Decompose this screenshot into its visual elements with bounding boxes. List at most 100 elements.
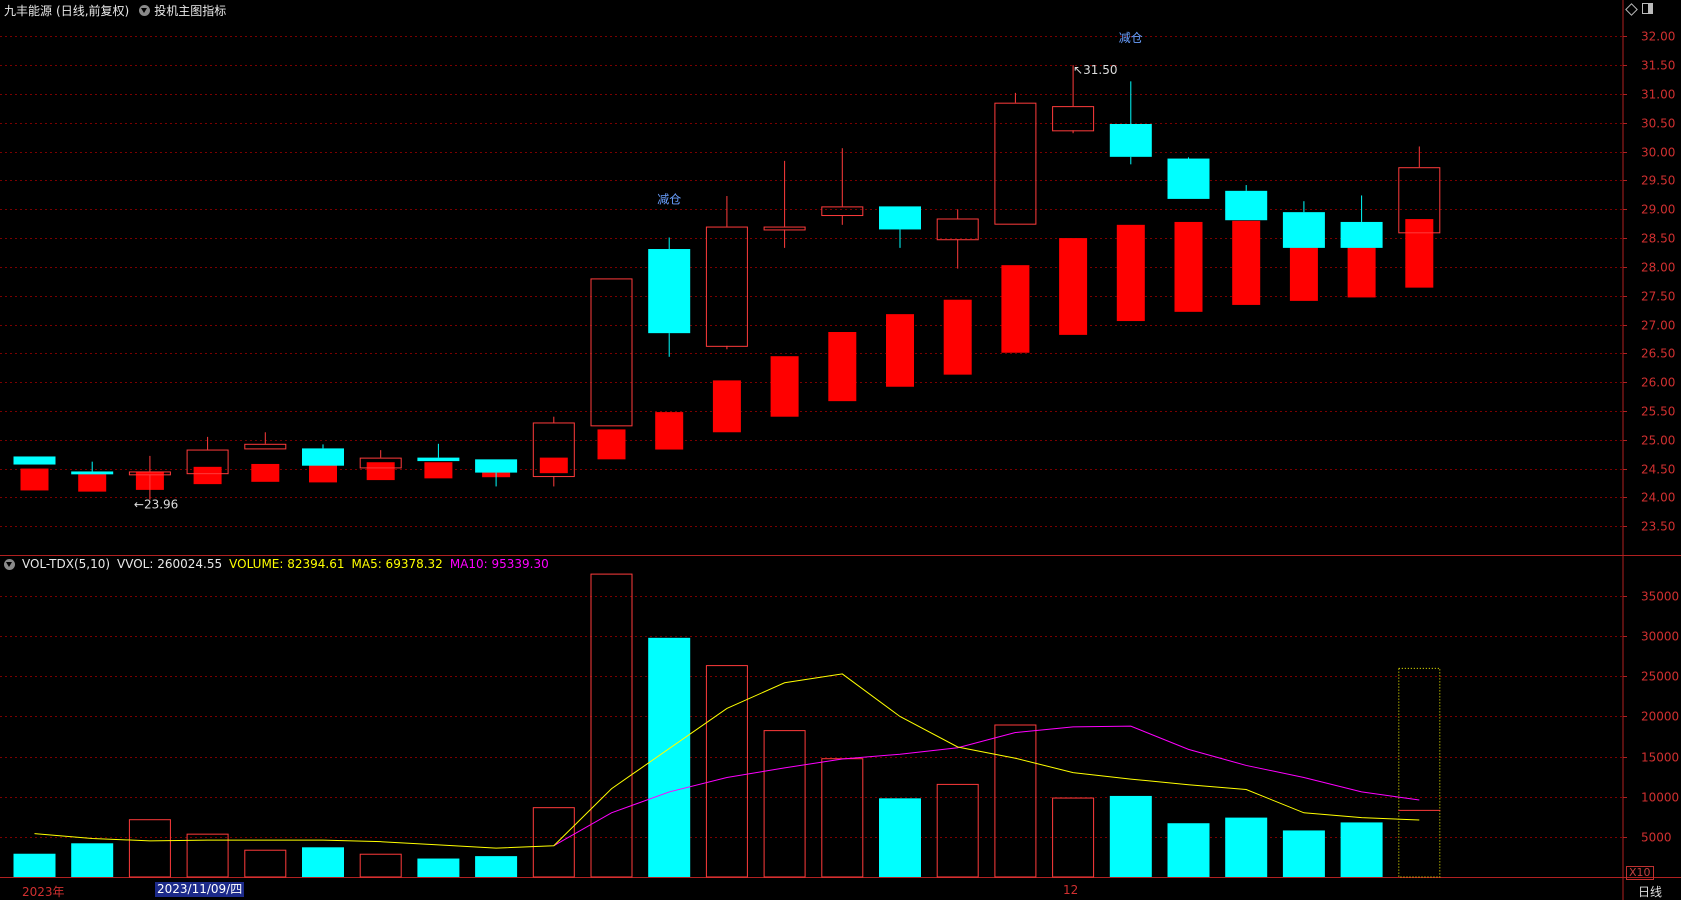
overlay-bar — [1232, 220, 1261, 305]
candle-body-up — [590, 278, 633, 427]
price-tick-label: 26.00 — [1641, 376, 1675, 390]
volume-bar-down — [302, 847, 344, 877]
candle-body-up — [359, 457, 402, 469]
volume-bar-down — [1225, 817, 1268, 877]
diamond-icon[interactable] — [1625, 3, 1638, 16]
panel-toggle-icon[interactable] — [1642, 3, 1653, 14]
ma5-value: MA5: 69378.32 — [351, 557, 443, 571]
overlay-bar — [655, 412, 684, 450]
volume-bar-down — [1282, 830, 1325, 877]
volume-dropdown-icon[interactable] — [4, 558, 15, 570]
price-tick-label: 25.00 — [1641, 434, 1675, 448]
volume-bar-current — [1398, 667, 1441, 878]
price-tick-label: 27.00 — [1641, 319, 1675, 333]
high-price-label: ↖31.50 — [1073, 63, 1117, 77]
candle-body-down — [475, 459, 518, 473]
volume-bar-up — [128, 819, 171, 878]
price-tick-label: 23.50 — [1641, 520, 1675, 534]
volume-tick-label: 10000 — [1641, 791, 1679, 805]
candle-body-down — [13, 456, 56, 465]
candle-body-up — [936, 218, 979, 241]
price-tick-label: 25.50 — [1641, 405, 1675, 419]
volume-tick-label: 35000 — [1641, 590, 1679, 604]
overlay-bar — [20, 468, 49, 491]
candle-body-down — [648, 249, 691, 334]
candle-body-up — [128, 471, 171, 476]
volume-bar-down — [1340, 822, 1383, 877]
volume-bar-up — [532, 807, 575, 878]
volume-bar-down — [71, 843, 114, 877]
ma10-value: MA10: 95339.30 — [449, 557, 549, 571]
price-tick-label: 31.50 — [1641, 59, 1675, 73]
price-tick-label: 32.00 — [1641, 30, 1675, 44]
low-price-label: ←23.96 — [134, 498, 178, 512]
volume-bar-down — [1109, 795, 1152, 877]
candle-body-down — [1282, 212, 1325, 248]
price-tick-label: 28.00 — [1641, 261, 1675, 275]
volume-bar-up — [1052, 797, 1095, 878]
volume-header: VOL-TDX(5,10) VVOL: 260024.55 VOLUME: 82… — [4, 556, 549, 572]
volume-value: VOLUME: 82394.61 — [229, 557, 345, 571]
month-label: 12 — [1063, 883, 1079, 897]
cursor-date-label: 2023/11/09/四 — [155, 882, 245, 897]
indicator-link[interactable]: 投机主图指标 — [154, 3, 227, 18]
volume-bar-up — [763, 730, 806, 878]
overlay-bar — [770, 356, 799, 417]
candle-body-up — [1052, 106, 1095, 132]
overlay-bar — [309, 464, 337, 483]
price-tick-label: 29.00 — [1641, 203, 1675, 217]
candle-body-down — [302, 448, 344, 466]
volume-bar-down — [1167, 823, 1210, 877]
overlay-bar — [539, 457, 568, 474]
overlay-bar — [78, 471, 107, 492]
candle-body-down — [417, 457, 460, 462]
candle-body-up — [186, 449, 229, 475]
overlay-bar — [597, 429, 626, 460]
price-tick-label: 27.50 — [1641, 290, 1675, 304]
candle-body-down — [1340, 221, 1383, 248]
overlay-bar — [193, 466, 222, 485]
volume-bar-down — [13, 853, 56, 877]
overlay-bar — [1174, 221, 1203, 312]
volume-bar-down — [475, 856, 518, 877]
zoom-badge[interactable]: X10 — [1626, 866, 1654, 880]
price-tick-label: 24.50 — [1641, 463, 1675, 477]
indicator-dropdown-icon[interactable] — [139, 4, 151, 16]
price-tick-label: 31.00 — [1641, 88, 1675, 102]
volume-bar-up — [186, 833, 229, 878]
candle-body-up — [705, 226, 748, 347]
volume-bar-up — [821, 758, 864, 878]
candle-body-up — [244, 443, 287, 450]
volume-bar-up — [705, 665, 748, 878]
volume-bar-down — [648, 637, 691, 877]
candle-body-up — [763, 226, 806, 231]
overlay-bar — [828, 332, 857, 402]
overlay-bar — [424, 462, 453, 479]
candle-body-up — [532, 422, 575, 478]
period-selector[interactable]: 日线 — [1638, 885, 1663, 899]
price-tick-label: 28.50 — [1641, 232, 1675, 246]
overlay-bar — [1059, 238, 1088, 335]
volume-bar-down — [417, 858, 460, 877]
year-label: 2023年 — [22, 885, 65, 899]
overlay-bar — [1116, 224, 1145, 322]
volume-tick-label: 5000 — [1641, 831, 1672, 845]
candle-body-up — [1398, 167, 1441, 234]
candle-body-down — [1225, 190, 1268, 221]
overlay-bar — [251, 463, 280, 482]
overlay-bar — [712, 380, 741, 433]
volume-bar-up — [994, 724, 1037, 878]
vvol-value: VVOL: 260024.55 — [117, 557, 223, 571]
volume-tick-label: 20000 — [1641, 710, 1679, 724]
candle-body-down — [879, 206, 921, 230]
candle-body-down — [1109, 123, 1152, 157]
reduce-position-label: 减仓 — [657, 193, 681, 207]
overlay-bar — [943, 299, 972, 375]
volume-bar-down — [879, 798, 921, 877]
price-tick-label: 30.00 — [1641, 146, 1675, 160]
overlay-bar — [1405, 219, 1434, 288]
volume-indicator-name[interactable]: VOL-TDX(5,10) — [22, 557, 111, 571]
reduce-position-label: 减仓 — [1119, 31, 1143, 45]
candle-body-up — [994, 102, 1037, 225]
